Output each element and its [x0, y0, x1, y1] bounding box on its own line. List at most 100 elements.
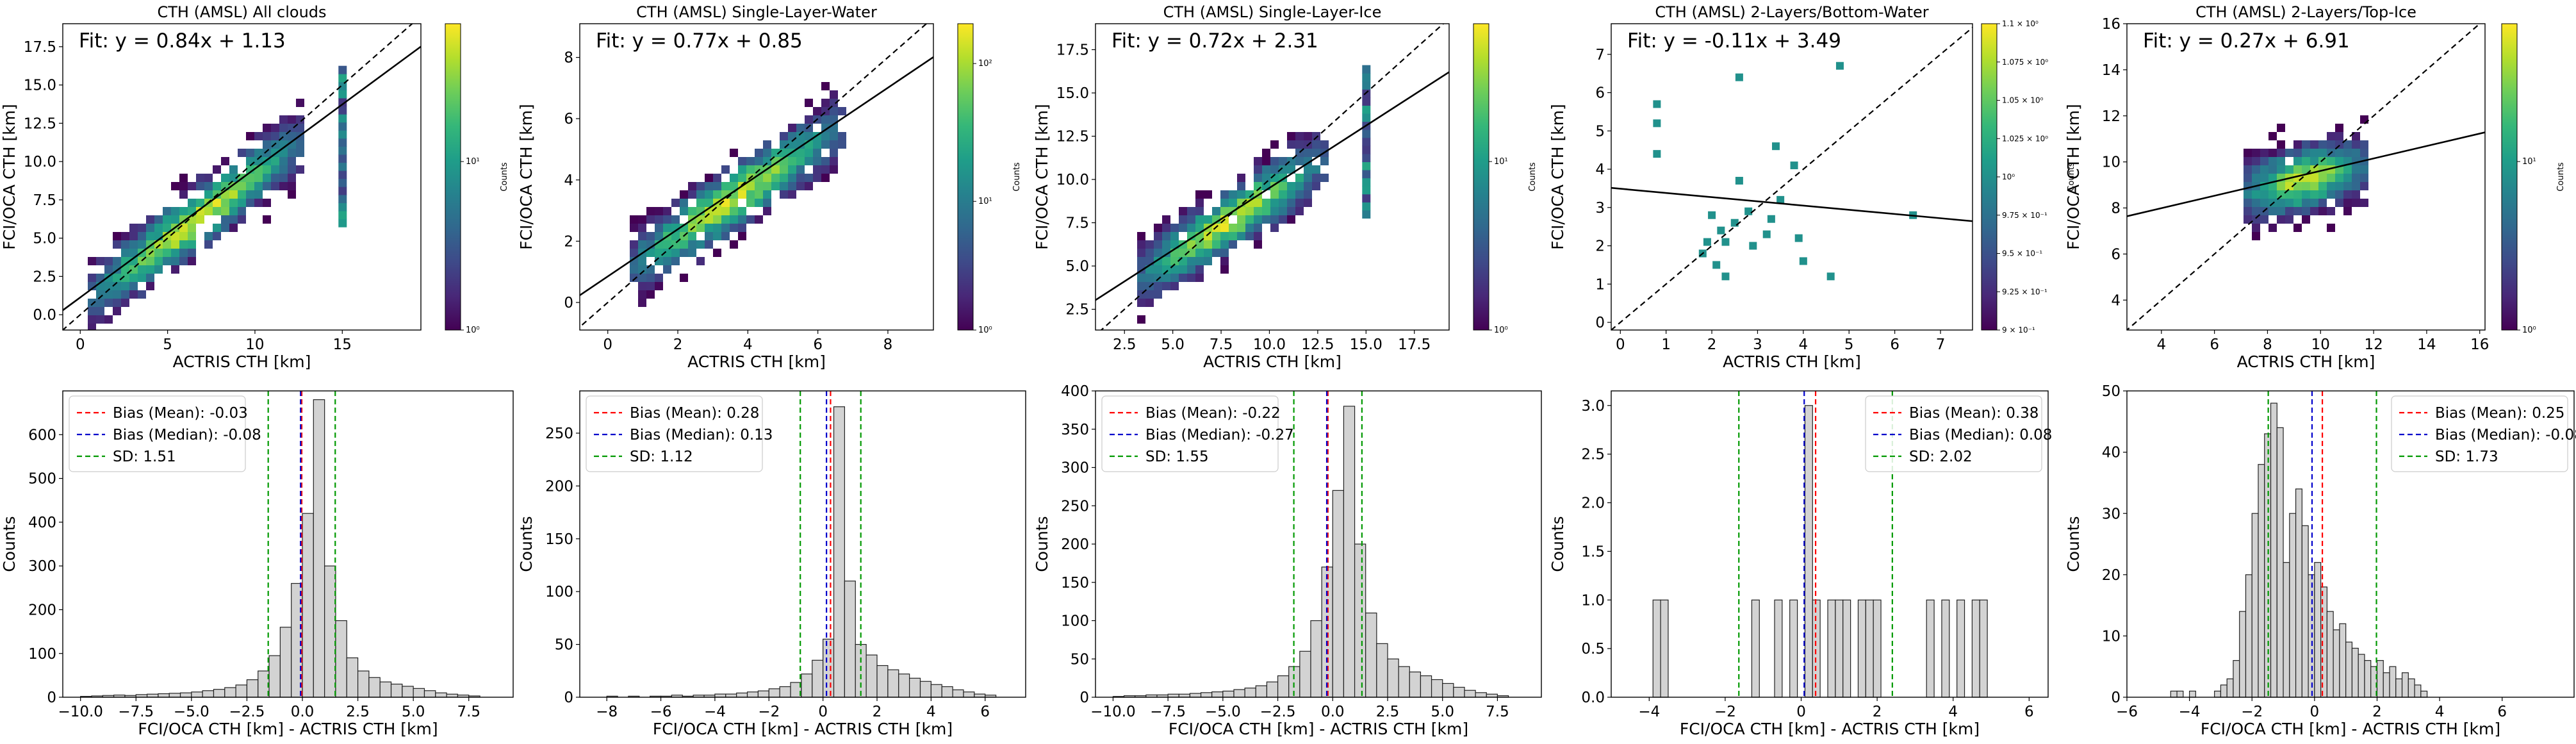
density-cell — [138, 274, 146, 282]
density-cell — [2318, 199, 2327, 207]
density-cell — [696, 190, 705, 199]
density-cell — [2335, 157, 2343, 165]
density-cell — [1320, 174, 1329, 182]
histogram-bar — [1387, 658, 1399, 698]
density-cell — [263, 174, 271, 182]
density-cell — [263, 215, 271, 224]
density-cell — [1162, 265, 1170, 274]
density-cell — [1295, 140, 1304, 149]
density-cell — [696, 224, 705, 232]
density-cell — [746, 215, 755, 224]
density-cell — [2244, 215, 2252, 224]
histogram-bar — [1957, 599, 1965, 698]
density-cell — [1772, 142, 1780, 151]
y-tick-label: 50 — [1071, 651, 1089, 668]
density-cell — [671, 257, 680, 265]
density-cell — [763, 207, 771, 215]
panel-title: CTH (AMSL) 2-Layers/Bottom-Water — [1655, 3, 1928, 21]
density-cell — [1154, 265, 1162, 274]
y-tick-label: 3 — [1595, 200, 1605, 217]
density-cell — [163, 257, 171, 265]
histogram-bar — [368, 677, 381, 698]
x-tick-label: 16 — [2470, 336, 2489, 353]
fit-line — [1611, 186, 1973, 222]
density-cell — [705, 215, 713, 224]
density-cell — [204, 182, 213, 190]
histogram-bar — [1277, 675, 1290, 698]
density-cell — [338, 106, 347, 115]
density-cell — [263, 182, 271, 190]
density-cell — [113, 290, 121, 299]
colorbar-label: Counts — [2067, 162, 2076, 192]
histogram-bar — [1660, 599, 1669, 698]
x-axis-label: FCI/OCA CTH [km] - ACTRIS CTH [km] — [138, 720, 438, 738]
density-cell — [296, 149, 304, 157]
density-cell — [229, 207, 238, 215]
density-cell — [254, 174, 263, 182]
x-tick-label: 5 — [163, 336, 172, 353]
y-tick-label: 10.0 — [24, 154, 56, 170]
density-cell — [1270, 174, 1279, 182]
density-cell — [2360, 182, 2368, 190]
density-cell — [1237, 224, 1245, 232]
y-tick-label: 5.0 — [1065, 258, 1089, 275]
y-tick-label: 150 — [1061, 575, 1089, 591]
histogram-bar — [1332, 490, 1345, 698]
density-cell — [1245, 207, 1254, 215]
histogram-bar — [898, 674, 910, 698]
density-cell — [646, 290, 655, 299]
density-cell — [246, 190, 254, 199]
legend-label: SD: 2.02 — [1909, 449, 1973, 465]
density-cell — [171, 257, 179, 265]
density-cell — [705, 224, 713, 232]
density-cell — [1229, 224, 1237, 232]
density-cell — [830, 90, 838, 99]
density-cell — [1237, 207, 1245, 215]
density-cell — [1245, 232, 1254, 240]
density-cell — [104, 257, 113, 265]
colorbar — [1473, 23, 1489, 331]
density-cell — [221, 199, 229, 207]
density-cell — [663, 249, 671, 257]
y-axis-label: Counts — [1033, 516, 1051, 572]
density-cell — [646, 232, 655, 240]
histogram-bar — [768, 688, 780, 698]
histogram-bar — [2301, 525, 2309, 698]
density-cell — [1362, 154, 1371, 163]
x-tick-label: 4 — [743, 336, 753, 353]
density-cell — [638, 290, 646, 299]
density-cell — [88, 299, 96, 307]
density-cell — [2327, 140, 2335, 149]
density-cell — [780, 190, 788, 199]
density-cell — [2285, 199, 2293, 207]
density-cell — [188, 240, 196, 249]
density-cell — [271, 157, 279, 165]
histogram-bar — [2289, 513, 2297, 698]
y-tick-label: 8 — [2111, 201, 2121, 217]
density-cell — [138, 232, 146, 240]
density-cell — [1254, 232, 1262, 240]
density-cell — [755, 190, 763, 199]
density-cell — [263, 199, 271, 207]
density-cell — [746, 199, 755, 207]
histogram-bar — [736, 692, 748, 698]
density-cell — [179, 257, 188, 265]
density-cell — [1320, 157, 1329, 165]
density-cell — [121, 299, 129, 307]
histogram-bar — [2314, 562, 2322, 698]
density-cell — [2352, 149, 2360, 157]
density-cell — [263, 140, 271, 149]
density-cell — [1195, 199, 1204, 207]
density-cell — [246, 132, 254, 140]
density-cell — [796, 174, 805, 182]
density-cell — [1179, 215, 1187, 224]
one-to-one-line — [63, 24, 414, 330]
density-cell — [1312, 174, 1320, 182]
histogram-bar — [2333, 629, 2340, 698]
density-cell — [1179, 257, 1187, 265]
density-cell — [1295, 157, 1304, 165]
density-cell — [1279, 165, 1287, 174]
density-cell — [279, 124, 288, 132]
density-cell — [2244, 190, 2252, 199]
y-tick-label: 2.5 — [1581, 447, 1605, 463]
